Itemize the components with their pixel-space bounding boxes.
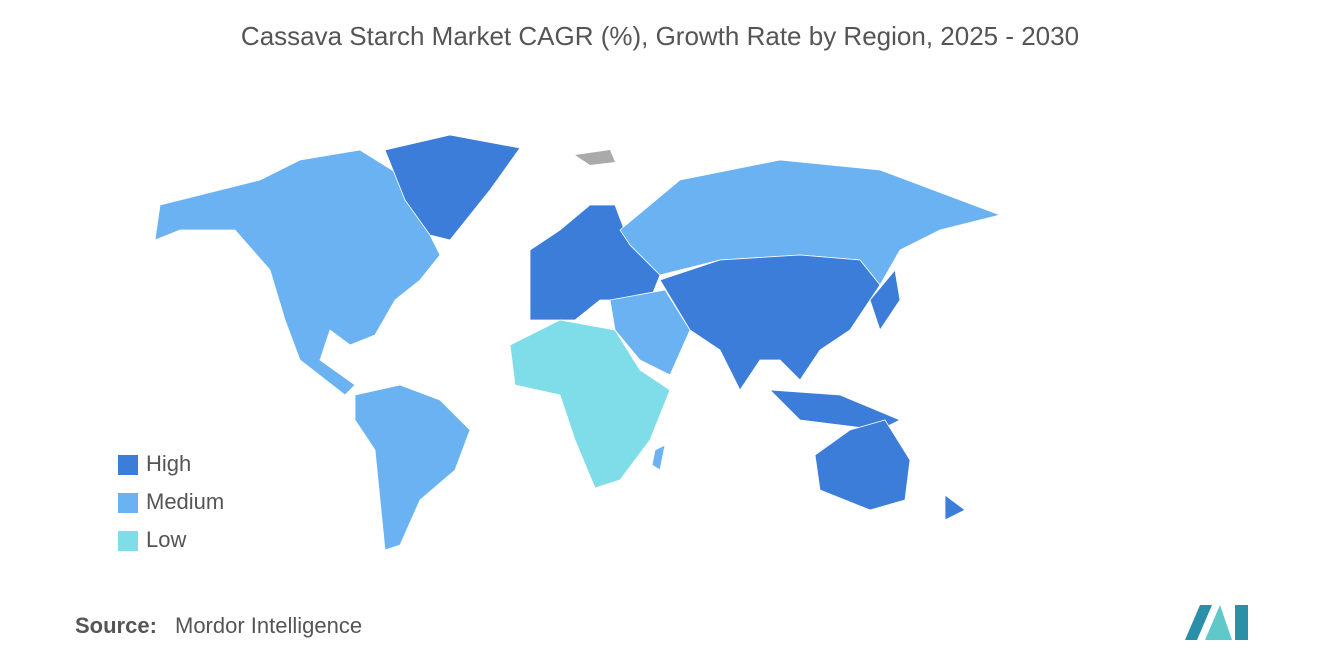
legend-label: Medium bbox=[146, 489, 224, 514]
japan bbox=[869, 269, 901, 331]
madagascar bbox=[651, 444, 666, 471]
africa bbox=[509, 319, 671, 489]
south-america bbox=[354, 384, 471, 551]
logo bbox=[1185, 605, 1248, 640]
legend: High Medium Low bbox=[118, 451, 224, 552]
legend-swatch bbox=[118, 531, 138, 551]
greenland bbox=[384, 134, 521, 241]
north-america bbox=[154, 149, 441, 396]
southeast-asia bbox=[768, 389, 901, 431]
source-text: Mordor Intelligence bbox=[175, 613, 362, 638]
new-zealand bbox=[944, 494, 966, 521]
source-label: Source: bbox=[75, 613, 157, 638]
title: Cassava Starch Market CAGR (%), Growth R… bbox=[241, 21, 1079, 51]
russia bbox=[619, 159, 1002, 286]
legend-label: High bbox=[146, 451, 191, 476]
asia bbox=[659, 254, 881, 391]
australia bbox=[814, 419, 911, 511]
legend-swatch bbox=[118, 493, 138, 513]
legend-swatch bbox=[118, 455, 138, 475]
world-map bbox=[154, 134, 1002, 551]
svalbard bbox=[575, 150, 615, 165]
legend-label: Low bbox=[146, 527, 186, 552]
